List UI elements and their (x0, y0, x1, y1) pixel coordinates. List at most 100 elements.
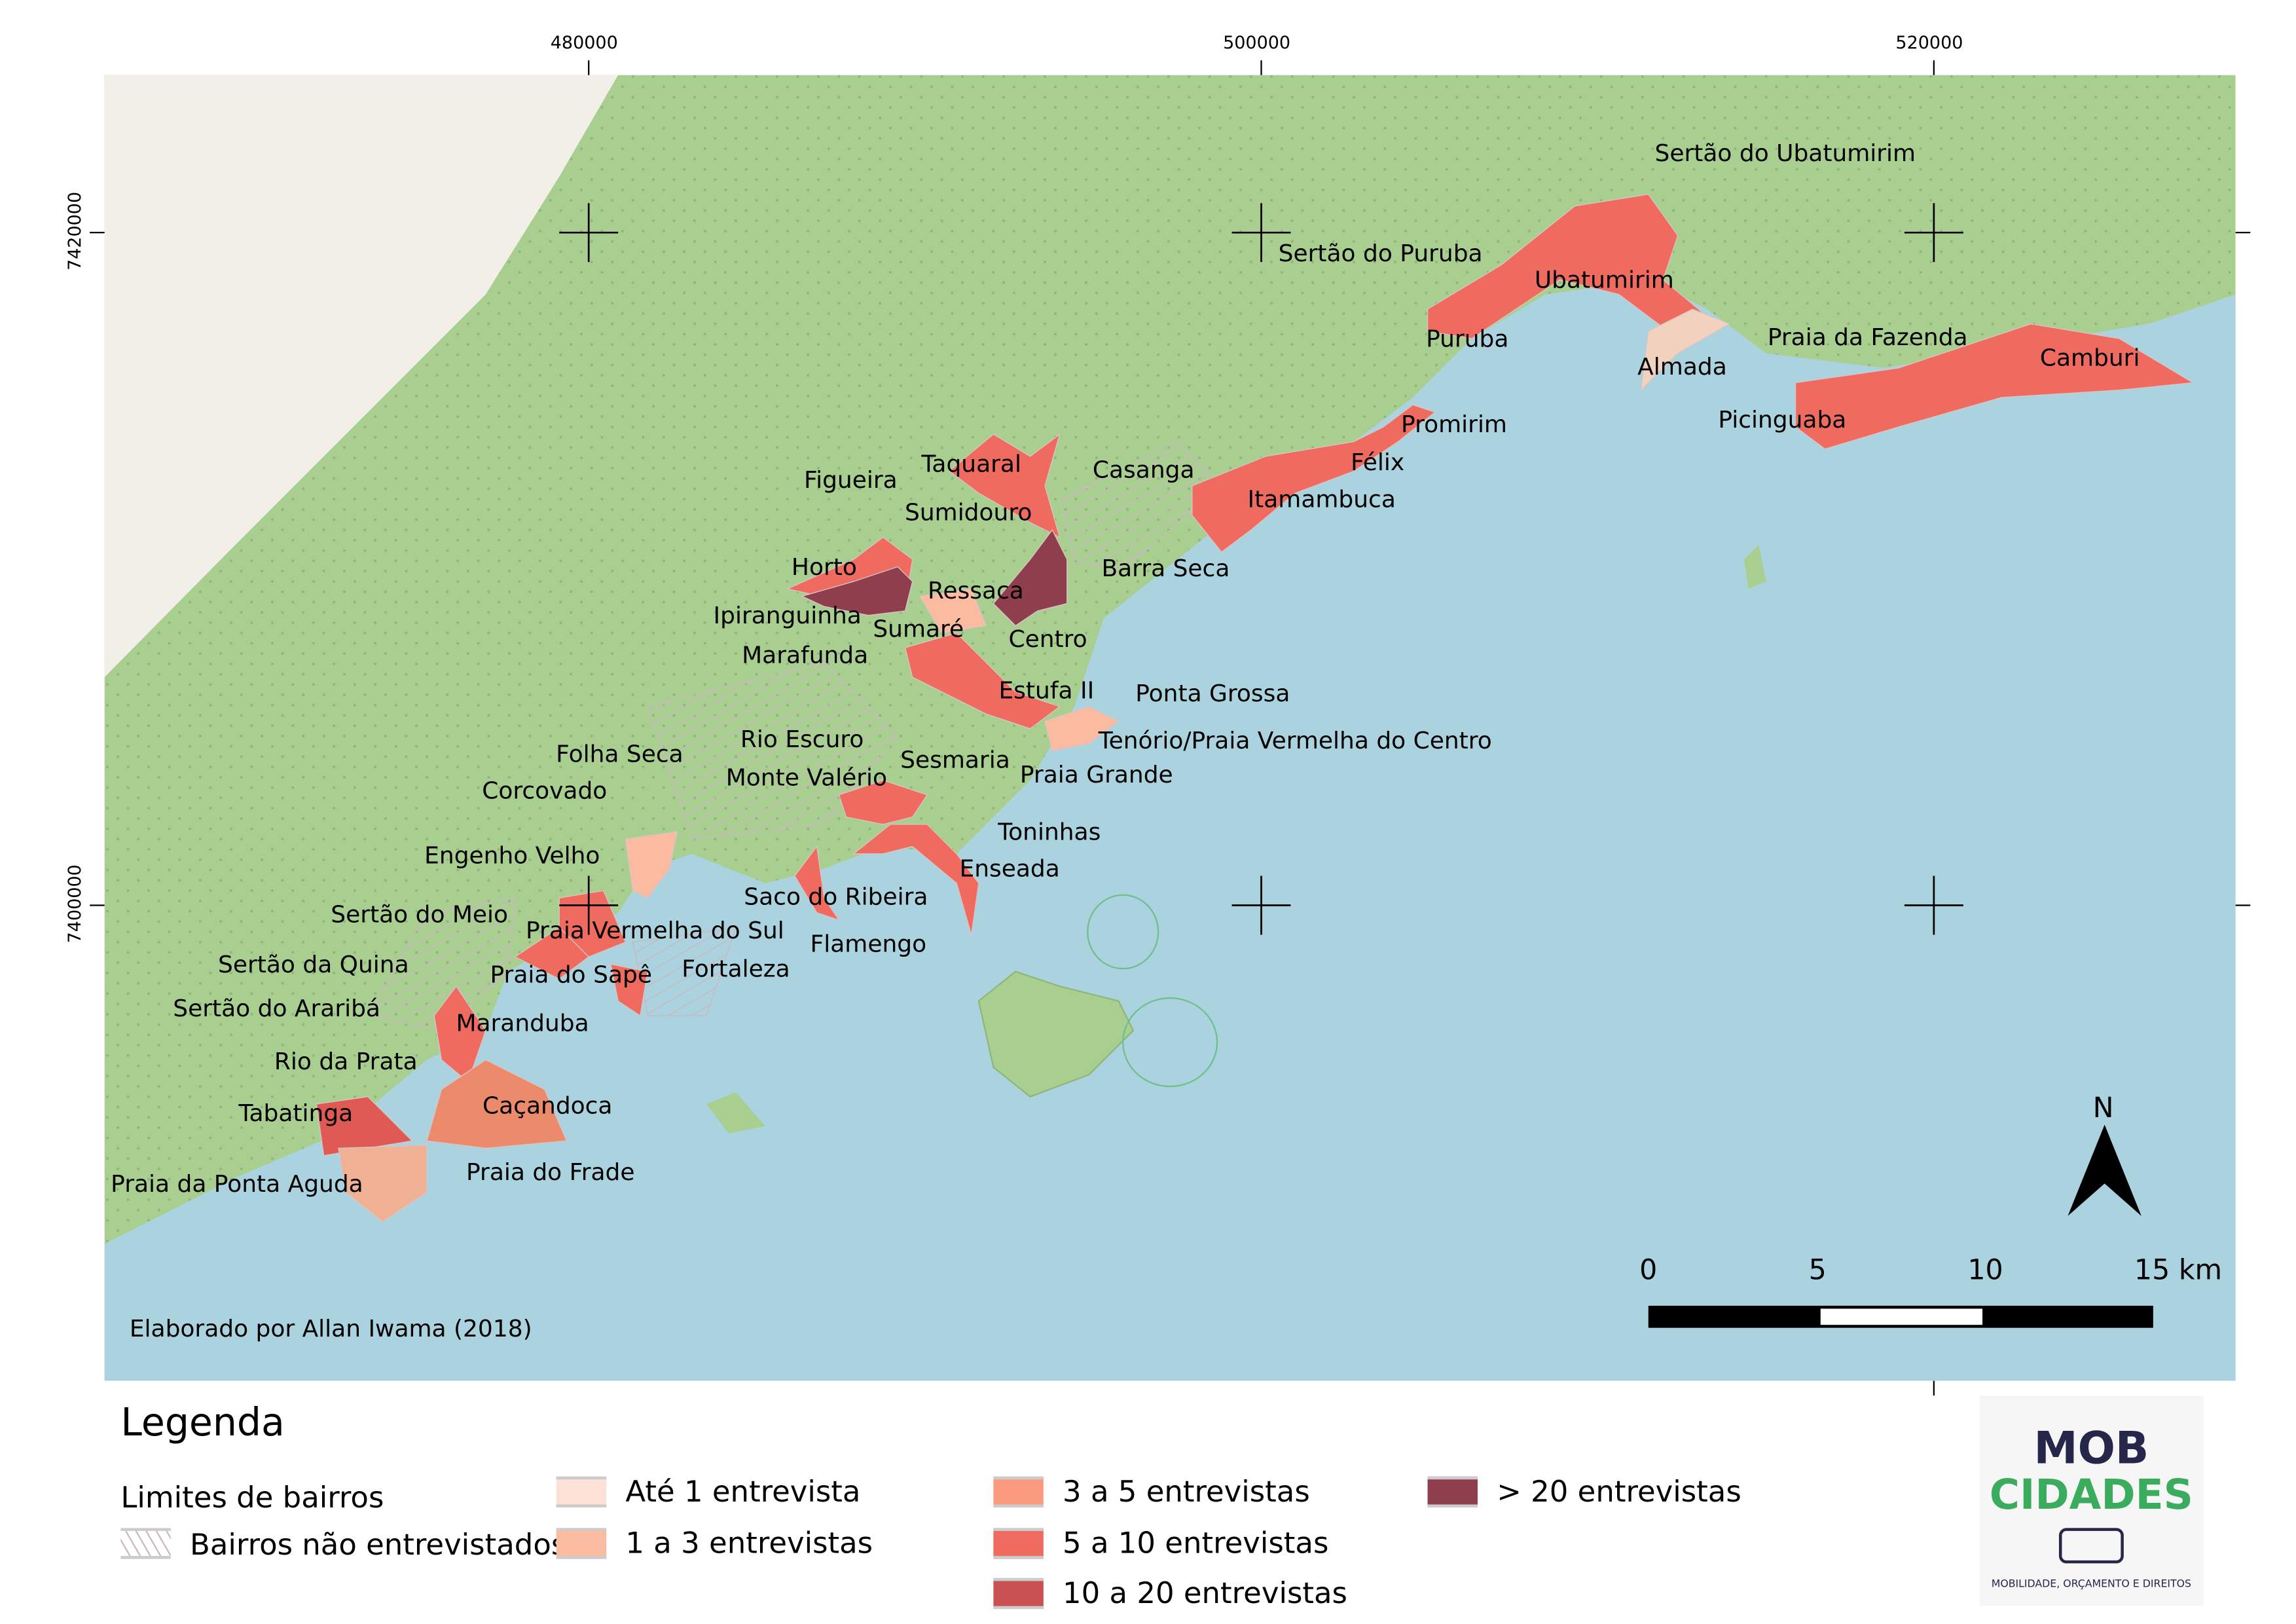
bus-icon (2058, 1528, 2124, 1564)
legend-boundaries-label: Limites de bairros (120, 1479, 384, 1515)
scale-label: 10 (1967, 1254, 2003, 1287)
place-label: Sertão do Ubatumirim (1654, 139, 1916, 168)
place-label: Horto (791, 553, 857, 581)
place-label: Sertão do Araribá (173, 994, 380, 1023)
grid-label-x: 500000 (1223, 32, 1291, 53)
place-label: Praia Vermelha do Sul (525, 916, 784, 945)
nb-tabatinga (316, 1096, 413, 1156)
legend-swatch (993, 1476, 1044, 1507)
legend-class-label: > 20 entrevistas (1497, 1473, 1741, 1509)
legend-title: Legenda (120, 1401, 285, 1446)
place-label: Sertão do Puruba (1278, 239, 1483, 268)
place-label: Estufa II (998, 676, 1095, 705)
north-label: N (2092, 1092, 2114, 1125)
mobcidades-logo: MOB CIDADES MOBILIDADE, ORÇAMENTO E DIRE… (1979, 1395, 2204, 1606)
nb-cacandoca (426, 1059, 568, 1149)
legend-class-label: Até 1 entrevista (625, 1473, 861, 1509)
sea (104, 280, 2236, 1381)
map-credit: Elaborado por Allan Iwama (2018) (129, 1314, 532, 1343)
place-label: Centro (1008, 625, 1087, 653)
place-label: Puruba (1426, 324, 1509, 353)
scale-label: 0 (1639, 1254, 1658, 1287)
place-label: Toninhas (998, 817, 1101, 846)
place-label: Itamambuca (1247, 485, 1396, 513)
island (1743, 544, 1766, 589)
place-label: Camburi (2039, 343, 2140, 372)
place-label: Enseada (959, 854, 1060, 883)
nb-ressaca (919, 588, 987, 634)
grid-label-x: 520000 (1895, 32, 1963, 53)
legend-swatch (1427, 1476, 1478, 1507)
place-label: Rio da Prata (274, 1047, 418, 1076)
logo-tagline: MOBILIDADE, ORÇAMENTO E DIREITOS (1991, 1578, 2192, 1590)
place-label: Tenório/Praia Vermelha do Centro (1098, 726, 1492, 755)
protected-area (1122, 997, 1218, 1088)
place-label: Praia do Frade (466, 1158, 635, 1186)
place-label: Praia da Fazenda (1767, 323, 1968, 352)
nb-monte-valerio (838, 779, 928, 825)
place-label: Praia da Ponta Aguda (111, 1170, 363, 1198)
place-label: Barra Seca (1101, 554, 1230, 583)
place-label: Sumaré (873, 614, 964, 643)
place-label: Promirim (1401, 410, 1507, 438)
legend-class-label: 1 a 3 entrevistas (625, 1524, 873, 1560)
place-label: Folha Seca (556, 739, 683, 768)
nb-taquaral (948, 433, 1061, 538)
place-label: Ponta Grossa (1135, 679, 1290, 708)
place-label: Sertão do Meio (331, 900, 509, 929)
place-label: Ipiranguinha (713, 601, 862, 630)
place-label: Ubatumirim (1534, 265, 1674, 294)
scale-label: 15 km (2134, 1254, 2223, 1287)
grid-crosses (559, 203, 1963, 935)
nb-itamambuca (1192, 404, 1436, 553)
scale-label: 5 (1808, 1254, 1827, 1287)
protected-area (1087, 894, 1159, 970)
nb-fortaleza (610, 963, 648, 1017)
nb-maranduba (433, 985, 486, 1083)
place-label: Corcovado (482, 776, 608, 805)
legend-swatch (556, 1528, 607, 1559)
legend-swatch (993, 1528, 1044, 1559)
legend-swatch-hatched (120, 1528, 171, 1559)
place-label: Saco do Ribeira (744, 882, 928, 911)
place-label: Caçandoca (483, 1091, 613, 1120)
map-canvas[interactable] (104, 75, 2236, 1381)
north-arrow-icon (2068, 1124, 2141, 1216)
place-label: Sumidouro (905, 498, 1032, 526)
place-label: Ressaca (927, 576, 1024, 604)
place-label: Marafunda (742, 641, 869, 669)
place-label: Engenho Velho (424, 841, 600, 870)
nb-ponta-aguda (338, 1145, 428, 1223)
island-anchieta (977, 970, 1135, 1098)
nb-engenho-velho (625, 831, 678, 899)
nb-saco-ribeira (794, 845, 841, 921)
place-label: Félix (1351, 448, 1405, 477)
place-label: Sesmaria (900, 745, 1010, 774)
place-label: Rio Escuro (740, 725, 864, 753)
place-label: Casanga (1092, 455, 1195, 484)
nb-barra-seca (993, 529, 1068, 627)
logo-cidades: CIDADES (1989, 1470, 2193, 1519)
nb-camburi (1795, 323, 2195, 450)
legend-swatch (993, 1578, 1044, 1610)
nb-enseada (852, 824, 979, 935)
legend-swatch (556, 1476, 607, 1507)
place-label: Tabatinga (238, 1099, 354, 1127)
place-label: Praia Grande (1019, 760, 1173, 788)
nb-almada (1640, 308, 1730, 392)
place-label: Flamengo (810, 929, 927, 958)
nb-sape (514, 927, 590, 980)
place-label: Almada (1637, 352, 1727, 381)
legend-class-label: 3 a 5 entrevistas (1063, 1473, 1310, 1509)
place-label: Maranduba (456, 1009, 589, 1037)
legend-not-interviewed: Bairros não entrevistados (189, 1526, 567, 1562)
nb-estufa (904, 632, 1061, 729)
legend-class-label: 5 a 10 entrevistas (1063, 1524, 1329, 1560)
place-label: Picinguaba (1718, 405, 1847, 434)
hatched-neighborhoods (367, 441, 1222, 1031)
nb-tenorio (1044, 706, 1120, 752)
logo-mob: MOB (2033, 1423, 2149, 1475)
urban-area (104, 75, 619, 678)
